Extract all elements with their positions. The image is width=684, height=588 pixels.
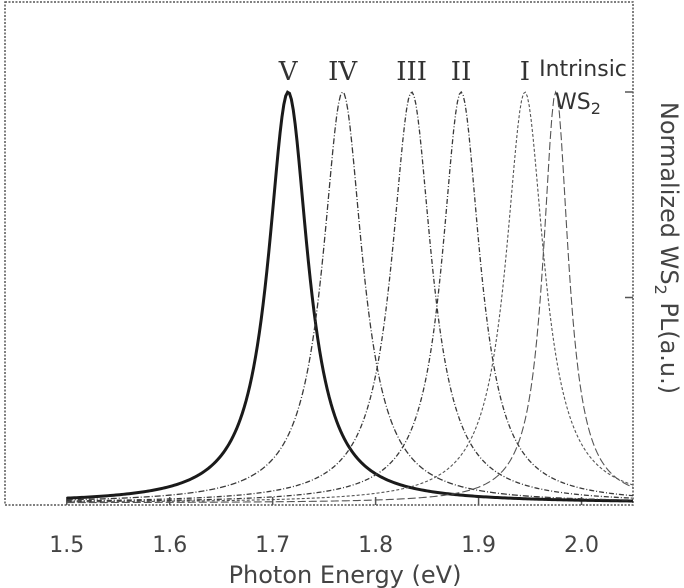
- intrinsic-label-line1: Intrinsic: [539, 57, 627, 82]
- series-line-intrinsic-ws2: [66, 90, 634, 504]
- x-tick-label: 1.5: [49, 533, 84, 558]
- x-axis-title: Photon Energy (eV): [229, 561, 462, 588]
- y-axis-ticks: [625, 91, 633, 299]
- x-tick-label: 1.6: [152, 533, 187, 558]
- x-axis: 1.5 1.6 1.7 1.8 1.9 2.0: [49, 497, 599, 558]
- intrinsic-label-line2: WS2: [555, 90, 601, 118]
- peak-labels: V IV III II I: [278, 57, 530, 87]
- series-line-iii: [66, 91, 634, 502]
- series-curves: [66, 90, 634, 504]
- series-line-iv: [66, 91, 634, 501]
- y-axis-title: Normalized WS2 PL(a.u.): [651, 102, 683, 394]
- peak-label-v: V: [278, 57, 299, 87]
- x-tick-label: 1.9: [461, 533, 496, 558]
- x-tick-label: 1.7: [255, 533, 290, 558]
- peak-label-i: I: [520, 57, 530, 87]
- series-line-i: [66, 91, 634, 503]
- peak-label-iv: IV: [328, 57, 358, 87]
- x-tick-label: 2.0: [564, 533, 599, 558]
- plot-frame: [4, 1, 634, 506]
- x-tick-label: 1.8: [358, 533, 393, 558]
- peak-label-iii: III: [396, 57, 427, 87]
- series-line-ii: [66, 90, 634, 503]
- series-line-v: [66, 90, 634, 503]
- peak-label-ii: II: [451, 57, 472, 87]
